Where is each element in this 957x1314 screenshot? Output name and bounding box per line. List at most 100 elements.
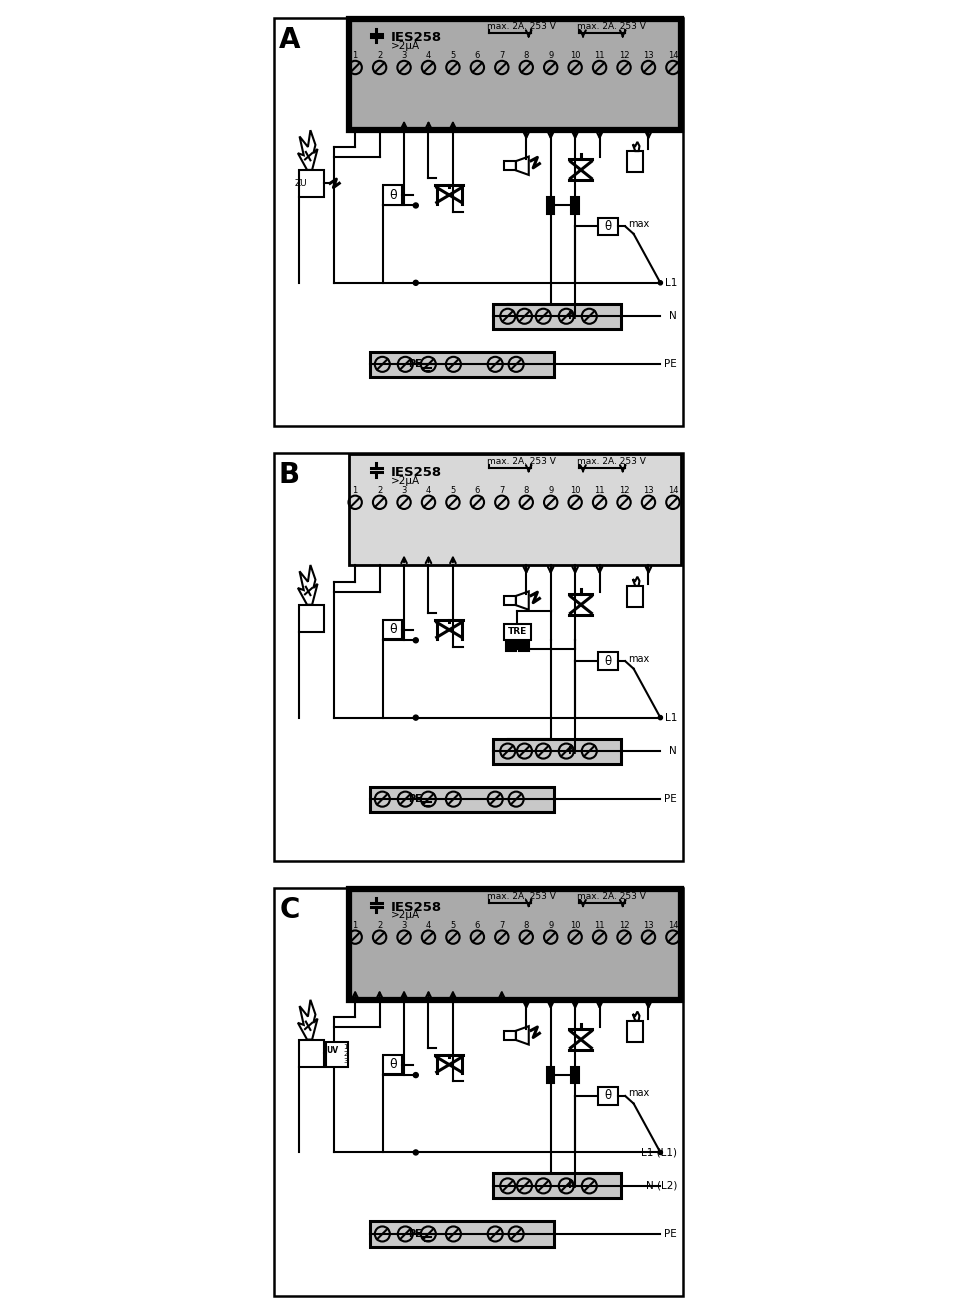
Text: ZU: ZU	[295, 179, 307, 188]
Bar	[369, 787, 554, 812]
Text: 11: 11	[594, 486, 605, 495]
Text: PE: PE	[408, 359, 422, 369]
Bar	[369, 1222, 554, 1247]
Text: 11: 11	[594, 921, 605, 930]
Circle shape	[413, 637, 418, 643]
Bar	[349, 890, 681, 1000]
Text: 1: 1	[352, 921, 358, 930]
Text: 4: 4	[426, 51, 431, 60]
Text: PE: PE	[408, 1229, 422, 1239]
Text: C: C	[279, 896, 300, 924]
Circle shape	[413, 1150, 418, 1155]
Text: N: N	[568, 1180, 577, 1190]
Text: L1: L1	[665, 277, 678, 288]
Text: N: N	[669, 746, 678, 756]
Text: 5: 5	[451, 51, 456, 60]
Text: 2: 2	[377, 51, 382, 60]
Text: >2μA: >2μA	[390, 41, 420, 51]
Bar	[369, 352, 554, 377]
Bar	[598, 218, 617, 235]
Text: N: N	[568, 311, 577, 321]
Text: 1: 1	[344, 1045, 347, 1050]
Text: 1: 1	[352, 51, 358, 60]
Text: 2: 2	[377, 486, 382, 495]
Text: θ: θ	[389, 623, 396, 636]
Text: 6: 6	[475, 51, 480, 60]
Text: 12: 12	[619, 921, 630, 930]
Text: 7: 7	[500, 921, 504, 930]
Bar	[598, 653, 617, 670]
Text: B: B	[278, 461, 300, 489]
Text: θ: θ	[605, 1089, 612, 1102]
Text: 8: 8	[523, 921, 529, 930]
Bar	[503, 624, 531, 640]
Bar	[571, 1067, 579, 1084]
Text: 8: 8	[523, 51, 529, 60]
Text: 4: 4	[426, 921, 431, 930]
Bar	[628, 1021, 643, 1042]
Text: 13: 13	[643, 51, 654, 60]
Bar	[299, 1039, 323, 1067]
Text: 7: 7	[500, 51, 504, 60]
Bar	[493, 304, 621, 328]
Text: 9: 9	[548, 486, 553, 495]
Bar	[547, 197, 554, 214]
Text: 12: 12	[619, 486, 630, 495]
Text: N (L2): N (L2)	[646, 1181, 678, 1190]
Text: θ: θ	[605, 219, 612, 233]
Circle shape	[413, 280, 418, 285]
Text: 10: 10	[569, 486, 580, 495]
Bar	[349, 20, 681, 130]
Text: max: max	[628, 653, 650, 664]
Text: IES258: IES258	[390, 32, 442, 43]
Text: 3: 3	[401, 51, 407, 60]
Circle shape	[658, 716, 662, 720]
Text: 6: 6	[475, 486, 480, 495]
Text: PE: PE	[664, 359, 678, 369]
Text: PE: PE	[408, 794, 422, 804]
Bar	[299, 170, 323, 197]
Text: 3: 3	[344, 1058, 347, 1064]
Text: 9: 9	[548, 51, 553, 60]
Text: 11: 11	[594, 51, 605, 60]
Bar	[383, 185, 402, 205]
Text: 9: 9	[548, 921, 553, 930]
Text: >2μA: >2μA	[390, 911, 420, 920]
Bar	[383, 1055, 402, 1075]
Bar	[506, 641, 516, 650]
Text: θ: θ	[389, 1058, 396, 1071]
Text: 13: 13	[643, 486, 654, 495]
Text: 14: 14	[668, 486, 679, 495]
Bar	[504, 597, 516, 606]
Bar	[628, 151, 643, 172]
Text: 3: 3	[401, 486, 407, 495]
Circle shape	[413, 1072, 418, 1077]
Bar	[349, 455, 681, 565]
Text: θ: θ	[605, 654, 612, 668]
Text: 5: 5	[451, 486, 456, 495]
Bar	[628, 586, 643, 607]
Circle shape	[413, 715, 418, 720]
Bar	[493, 1173, 621, 1198]
Text: θ: θ	[389, 188, 396, 201]
Text: 5: 5	[451, 921, 456, 930]
Text: L1: L1	[665, 712, 678, 723]
Text: max. 2A. 253 V: max. 2A. 253 V	[487, 22, 556, 32]
Bar	[519, 641, 528, 650]
Text: 14: 14	[668, 51, 679, 60]
Text: L1 (L1): L1 (L1)	[641, 1147, 678, 1158]
Bar	[493, 738, 621, 763]
Text: max. 2A. 253 V: max. 2A. 253 V	[577, 22, 646, 32]
Text: 3: 3	[401, 921, 407, 930]
Circle shape	[413, 202, 418, 208]
Text: TRE: TRE	[508, 627, 527, 636]
Bar	[598, 1087, 617, 1105]
Circle shape	[658, 281, 662, 285]
Text: 12: 12	[619, 51, 630, 60]
Bar	[571, 197, 579, 214]
Bar	[383, 620, 402, 640]
Text: IES258: IES258	[390, 900, 442, 913]
Text: 1: 1	[352, 486, 358, 495]
Bar	[504, 1030, 516, 1039]
Text: 13: 13	[643, 921, 654, 930]
